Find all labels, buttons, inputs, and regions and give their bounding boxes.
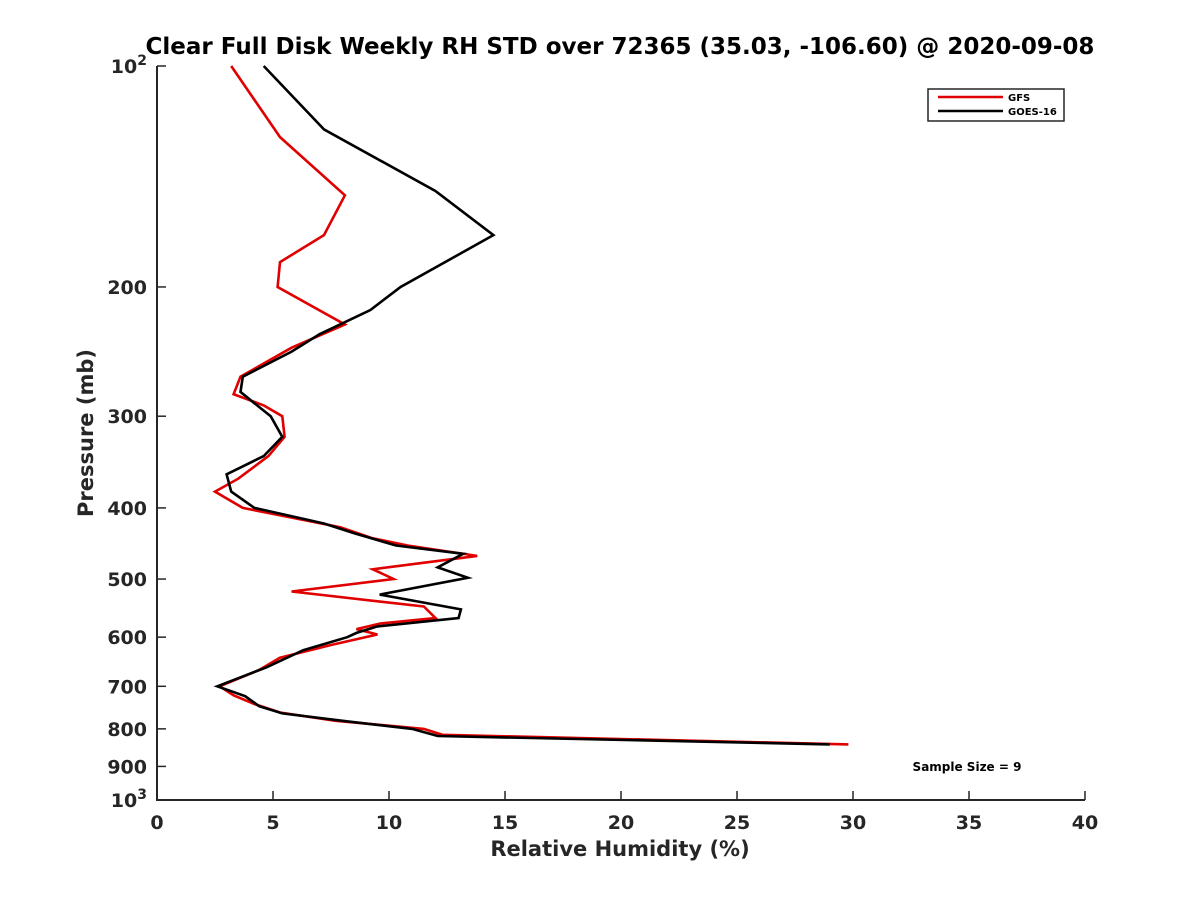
y-tick-label: 700 <box>107 676 147 698</box>
x-tick-label: 35 <box>956 812 982 834</box>
plot-area: 0 5 10 15 20 25 30 35 40 10220030040050060070080… <box>107 53 1098 834</box>
x-tick-label: 25 <box>724 812 750 834</box>
series-line-goes-16 <box>213 65 830 746</box>
y-tick-label: 800 <box>107 719 147 741</box>
x-tick-label: 20 <box>608 812 634 834</box>
legend-box <box>927 88 1065 122</box>
legend-label-gfs: GFS <box>1008 93 1030 104</box>
x-axis-label: Relative Humidity (%) <box>490 837 749 861</box>
y-tick-label: 900 <box>107 756 147 778</box>
y-tick-label: 500 <box>107 569 147 591</box>
x-tick-label: 15 <box>492 812 518 834</box>
series-lines <box>212 65 849 746</box>
legend: GFS GOES-16 <box>927 88 1065 122</box>
x-tick-label: 30 <box>840 812 866 834</box>
legend-entries: GFS GOES-16 <box>938 93 1057 118</box>
x-tick-label: 5 <box>266 812 279 834</box>
y-axis-label: Pressure (mb) <box>74 349 98 517</box>
y-tick-label: 600 <box>107 627 147 649</box>
sample-size-annotation: Sample Size = 9 <box>913 760 1022 774</box>
x-tick-label: 40 <box>1072 812 1098 834</box>
y-tick-label: 300 <box>107 406 147 428</box>
chart-title: Clear Full Disk Weekly RH STD over 72365… <box>146 34 1095 60</box>
x-tick-label: 10 <box>376 812 402 834</box>
x-tick-label: 0 <box>150 812 163 834</box>
legend-label-goes-16: GOES-16 <box>1008 107 1057 118</box>
x-ticks: 0 5 10 15 20 25 30 35 40 <box>150 791 1098 834</box>
y-tick-label: 200 <box>107 277 147 299</box>
y-tick-label: 400 <box>107 498 147 520</box>
